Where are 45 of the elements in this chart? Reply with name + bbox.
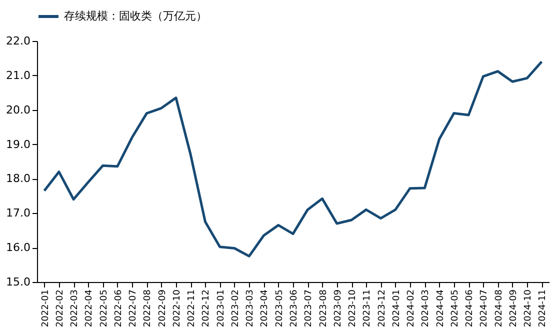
- x-tick-label: 2022-09: [158, 289, 168, 328]
- x-tick-label: 2022-04: [84, 289, 95, 328]
- y-tick-label: 20.0: [6, 103, 30, 116]
- x-tick-label: 2022-01: [40, 290, 51, 328]
- x-tick-label: 2024-09: [508, 289, 519, 328]
- x-tick-label: 2024-10: [524, 289, 534, 328]
- x-tick-label: 2023-12: [377, 290, 388, 328]
- x-tick-label: 2023-09: [333, 289, 344, 328]
- x-tick-label: 2022-07: [128, 290, 139, 328]
- x-tick-label: 2022-10: [172, 289, 182, 328]
- y-tick-label: 18.0: [6, 172, 30, 186]
- x-tick-label: 2024-03: [421, 290, 432, 328]
- x-tick-label: 2024-08: [494, 289, 504, 328]
- legend-label: 存续规模：固收类（万亿元）: [64, 10, 207, 22]
- y-tick-label: 22.0: [6, 34, 30, 48]
- y-tick-label: 16.0: [6, 241, 30, 254]
- x-tick-label: 2022-08: [143, 289, 154, 328]
- y-tick-label: 17.0: [6, 206, 30, 220]
- x-tick-label: 2024-05: [450, 290, 460, 328]
- x-tick-label: 2022-05: [99, 290, 110, 328]
- line-series: [43, 60, 543, 258]
- x-tick-label: 2024-01: [392, 290, 402, 328]
- x-tick-label: 2023-11: [362, 290, 373, 328]
- x-tick-label: 2024-11: [538, 290, 548, 328]
- x-tick-label: 2024-06: [465, 289, 476, 328]
- x-tick-label: 2024-02: [406, 290, 417, 328]
- x-tick-label: 2023-07: [304, 290, 314, 328]
- x-tick-label: 2024-07: [480, 290, 490, 328]
- y-tick-label: 15.0: [6, 276, 30, 288]
- x-tick-label: 2023-01: [216, 290, 226, 328]
- y-tick-label: 21.0: [6, 68, 30, 82]
- x-tick-label: 2023-06: [290, 289, 300, 328]
- x-tick-label: 2022-02: [55, 290, 66, 328]
- x-tick-label: 2023-04: [260, 289, 270, 328]
- x-tick-label: 2022-12: [202, 290, 212, 328]
- x-tick-label: 2023-03: [246, 290, 256, 328]
- x-tick-label: 2022-11: [187, 290, 198, 328]
- x-tick-label: 2024-04: [436, 289, 446, 328]
- y-tick-label: 19.0: [6, 138, 30, 151]
- x-tick-label: 2023-10: [348, 289, 358, 328]
- x-tick-label: 2023-02: [230, 290, 241, 328]
- x-tick-label: 2022-06: [114, 289, 124, 328]
- x-tick-label: 2023-05: [274, 290, 285, 328]
- x-tick-label: 2022-03: [70, 290, 80, 328]
- x-tick-label: 2023-08: [318, 289, 329, 328]
